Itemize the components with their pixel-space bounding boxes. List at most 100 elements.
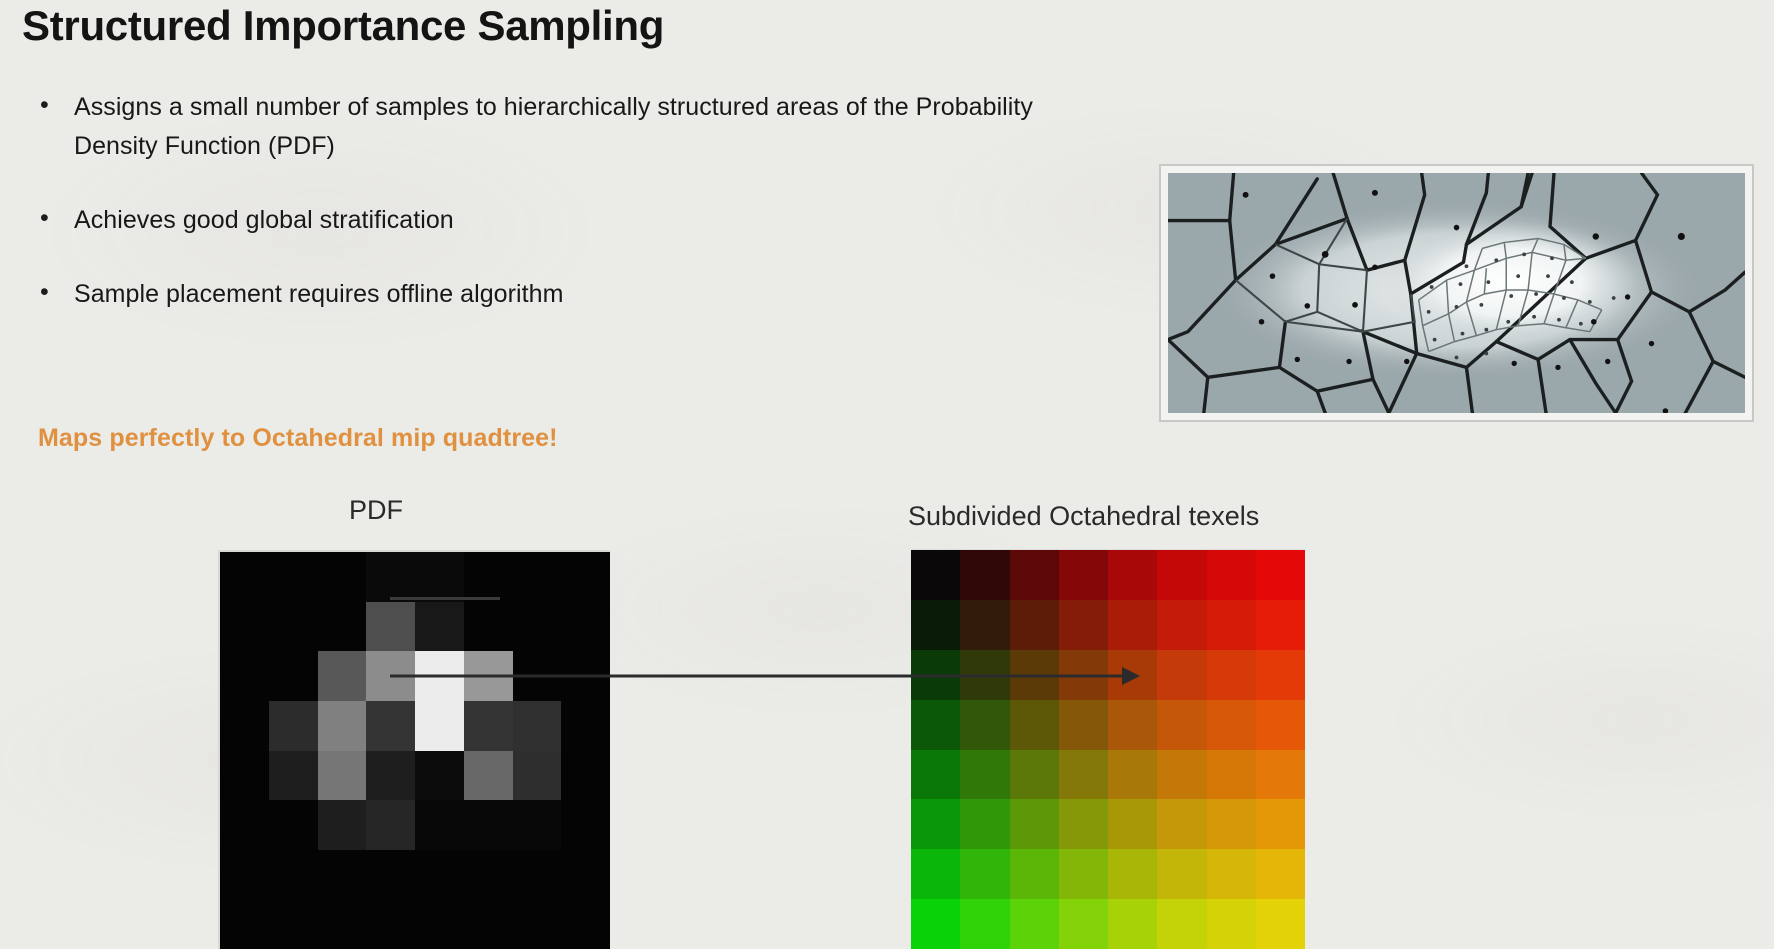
octahedral-texel-0-0 <box>911 550 961 600</box>
pdf-texel-3-4 <box>415 700 464 751</box>
pdf-texel-4-7 <box>561 750 610 801</box>
octahedral-texel-3-6 <box>1206 699 1256 750</box>
pdf-texel-3-0 <box>220 700 269 751</box>
pdf-texel-6-5 <box>463 849 513 900</box>
octahedral-texel-1-2 <box>1009 599 1059 650</box>
octahedral-texel-3-3 <box>1058 699 1108 750</box>
octahedral-texel-4-0 <box>911 749 961 800</box>
octahedral-texel-6-3 <box>1058 849 1108 900</box>
pdf-texel-1-0 <box>220 601 269 652</box>
pdf-texel-7-3 <box>366 899 415 949</box>
bullet-text: Assigns a small number of samples to hie… <box>74 93 1033 160</box>
pdf-texel-2-0 <box>220 651 269 701</box>
pdf-texel-5-0 <box>220 800 269 850</box>
octahedral-texel-3-7 <box>1255 699 1305 750</box>
list-item: • Sample placement requires offline algo… <box>36 275 1046 314</box>
pdf-texel-0-4 <box>415 552 464 602</box>
pdf-texel-7-7 <box>561 899 610 949</box>
octahedral-texel-1-6 <box>1206 599 1256 650</box>
octahedral-texel-2-4 <box>1108 649 1158 700</box>
pdf-texel-5-3 <box>366 800 415 850</box>
pdf-texel-0-1 <box>268 552 318 602</box>
octahedral-texel-1-5 <box>1157 599 1207 650</box>
pdf-figure-label: PDF <box>349 495 403 525</box>
list-item: • Achieves good global stratification <box>36 201 1046 240</box>
pdf-texel-7-4 <box>415 899 464 949</box>
octahedral-texel-3-0 <box>911 699 961 750</box>
octahedral-texel-6-1 <box>960 849 1010 900</box>
octahedral-texel-0-2 <box>1009 550 1059 600</box>
octahedral-texel-4-2 <box>1009 749 1059 800</box>
pdf-texel-1-5 <box>463 601 513 652</box>
pdf-texel-7-2 <box>317 899 367 949</box>
pdf-texel-1-7 <box>561 601 610 652</box>
page-title: Structured Importance Sampling <box>22 2 665 49</box>
octahedral-texel-5-1 <box>960 799 1010 850</box>
pdf-texel-2-4 <box>415 651 464 701</box>
octahedral-texel-5-6 <box>1206 799 1256 850</box>
octahedral-texel-4-4 <box>1108 749 1158 800</box>
octahedral-texel-6-4 <box>1108 849 1158 900</box>
pdf-texel-2-7 <box>561 651 610 701</box>
pdf-texel-5-4 <box>415 800 464 850</box>
octahedral-texel-4-6 <box>1206 749 1256 800</box>
octahedral-texel-2-1 <box>960 649 1010 700</box>
pdf-texel-1-1 <box>268 601 318 652</box>
pdf-texel-6-6 <box>512 849 562 900</box>
pdf-texel-2-5 <box>463 651 513 701</box>
octahedral-texel-6-7 <box>1255 849 1305 900</box>
texel-figure-label: Subdivided Octahedral texels <box>908 501 1260 531</box>
pdf-texel-7-5 <box>463 899 513 949</box>
pdf-texel-2-6 <box>512 651 562 701</box>
pdf-texel-4-1 <box>268 750 318 801</box>
octahedral-texel-7-5 <box>1157 899 1207 949</box>
octahedral-texel-grid-image <box>911 549 1305 949</box>
bullet-dot-icon: • <box>40 91 49 119</box>
octahedral-texel-3-5 <box>1157 699 1207 750</box>
pdf-texel-4-6 <box>512 750 562 801</box>
pdf-texel-3-3 <box>366 700 415 751</box>
octahedral-texel-0-1 <box>960 550 1010 600</box>
octahedral-texel-2-7 <box>1255 649 1305 700</box>
octahedral-texel-5-5 <box>1157 799 1207 850</box>
pdf-texel-3-2 <box>317 700 367 751</box>
pdf-texel-2-1 <box>268 651 318 701</box>
octahedral-texel-5-7 <box>1255 799 1305 850</box>
octahedral-texel-0-4 <box>1108 550 1158 600</box>
octahedral-texel-4-7 <box>1255 749 1305 800</box>
octahedral-texel-2-0 <box>911 649 961 700</box>
pdf-texel-4-0 <box>220 750 269 801</box>
pdf-texel-4-3 <box>366 750 415 801</box>
pdf-texel-1-6 <box>512 601 562 652</box>
pdf-texel-0-5 <box>463 552 513 602</box>
pdf-texel-0-6 <box>512 552 562 602</box>
octahedral-texel-6-2 <box>1009 849 1059 900</box>
octahedral-texel-6-6 <box>1206 849 1256 900</box>
bullet-list: • Assigns a small number of samples to h… <box>36 88 1046 349</box>
voronoi-diagram <box>1168 173 1745 413</box>
pdf-texel-0-0 <box>220 552 269 602</box>
octahedral-texel-1-0 <box>911 599 961 650</box>
octahedral-texel-7-1 <box>960 899 1010 949</box>
octahedral-texel-3-4 <box>1108 699 1158 750</box>
octahedral-texel-2-5 <box>1157 649 1207 700</box>
octahedral-texel-0-7 <box>1255 550 1305 600</box>
octahedral-texel-3-2 <box>1009 699 1059 750</box>
pdf-texel-1-4 <box>415 601 464 652</box>
octahedral-texel-6-0 <box>911 849 961 900</box>
octahedral-texel-5-4 <box>1108 799 1158 850</box>
pdf-texel-7-6 <box>512 899 562 949</box>
pdf-texel-6-1 <box>268 849 318 900</box>
octahedral-texel-2-3 <box>1058 649 1108 700</box>
pdf-texel-6-3 <box>366 849 415 900</box>
octahedral-texel-4-1 <box>960 749 1010 800</box>
octahedral-texel-0-6 <box>1206 550 1256 600</box>
list-item: • Assigns a small number of samples to h… <box>36 88 1046 166</box>
bullet-text: Sample placement requires offline algori… <box>74 280 564 308</box>
pdf-texel-3-5 <box>463 700 513 751</box>
octahedral-texel-5-3 <box>1058 799 1108 850</box>
pdf-texel-2-3 <box>366 651 415 701</box>
pdf-texel-5-2 <box>317 800 367 850</box>
pdf-texel-6-2 <box>317 849 367 900</box>
